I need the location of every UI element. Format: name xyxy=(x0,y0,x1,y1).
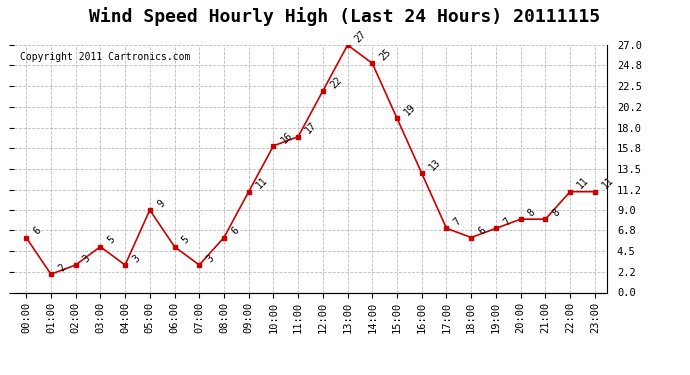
Text: 6: 6 xyxy=(477,225,488,237)
Text: 7: 7 xyxy=(452,216,463,228)
Text: 16: 16 xyxy=(279,130,295,145)
Text: 3: 3 xyxy=(81,253,92,264)
Text: 3: 3 xyxy=(130,253,142,264)
Text: 8: 8 xyxy=(551,207,562,218)
Text: Copyright 2011 Cartronics.com: Copyright 2011 Cartronics.com xyxy=(20,53,190,62)
Text: 5: 5 xyxy=(180,235,191,246)
Text: 8: 8 xyxy=(526,207,538,218)
Text: 17: 17 xyxy=(304,120,319,136)
Text: 19: 19 xyxy=(402,102,418,117)
Text: 6: 6 xyxy=(32,225,43,237)
Text: 11: 11 xyxy=(254,176,270,191)
Text: 6: 6 xyxy=(230,225,241,237)
Text: 22: 22 xyxy=(328,75,344,90)
Text: 3: 3 xyxy=(205,253,216,264)
Text: 13: 13 xyxy=(427,157,443,172)
Text: 7: 7 xyxy=(502,216,513,228)
Text: Wind Speed Hourly High (Last 24 Hours) 20111115: Wind Speed Hourly High (Last 24 Hours) 2… xyxy=(90,8,600,27)
Text: 11: 11 xyxy=(575,176,591,191)
Text: 25: 25 xyxy=(378,47,393,63)
Text: 27: 27 xyxy=(353,29,368,44)
Text: 11: 11 xyxy=(600,176,615,191)
Text: 2: 2 xyxy=(57,262,68,273)
Text: 5: 5 xyxy=(106,235,117,246)
Text: 9: 9 xyxy=(155,198,166,209)
